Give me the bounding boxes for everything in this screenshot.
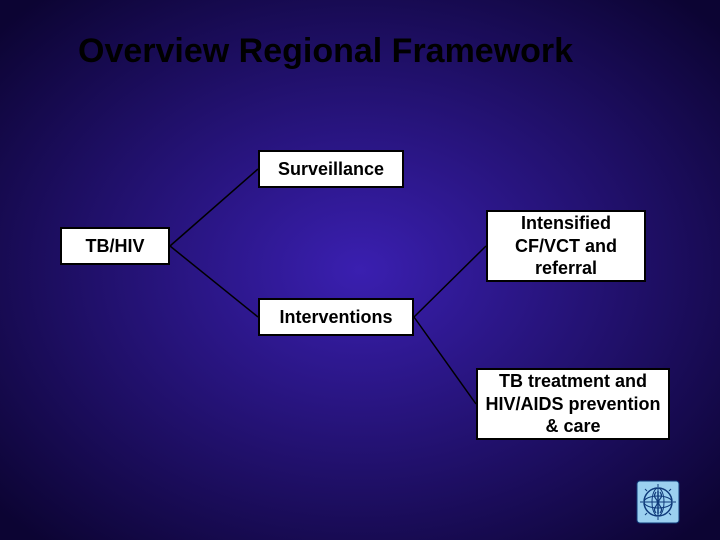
node-tbhiv: TB/HIV [60, 227, 170, 265]
node-intensified: Intensified CF/VCT and referral [486, 210, 646, 282]
node-tbtreatment: TB treatment and HIV/AIDS prevention & c… [476, 368, 670, 440]
node-interventions-label: Interventions [279, 306, 392, 329]
slide: Overview Regional Framework TB/HIV Surve… [0, 0, 720, 540]
slide-title: Overview Regional Framework [78, 32, 573, 71]
node-tbhiv-label: TB/HIV [85, 235, 144, 258]
node-surveillance: Surveillance [258, 150, 404, 188]
node-surveillance-label: Surveillance [278, 158, 384, 181]
node-tbtreatment-label: TB treatment and HIV/AIDS prevention & c… [484, 370, 662, 438]
who-logo-icon [636, 480, 680, 524]
node-interventions: Interventions [258, 298, 414, 336]
node-intensified-label: Intensified CF/VCT and referral [494, 212, 638, 280]
